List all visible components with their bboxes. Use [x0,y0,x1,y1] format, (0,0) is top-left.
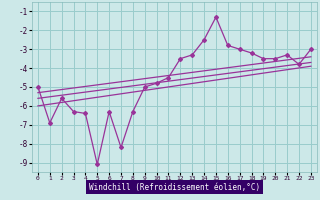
X-axis label: Windchill (Refroidissement éolien,°C): Windchill (Refroidissement éolien,°C) [89,183,260,192]
